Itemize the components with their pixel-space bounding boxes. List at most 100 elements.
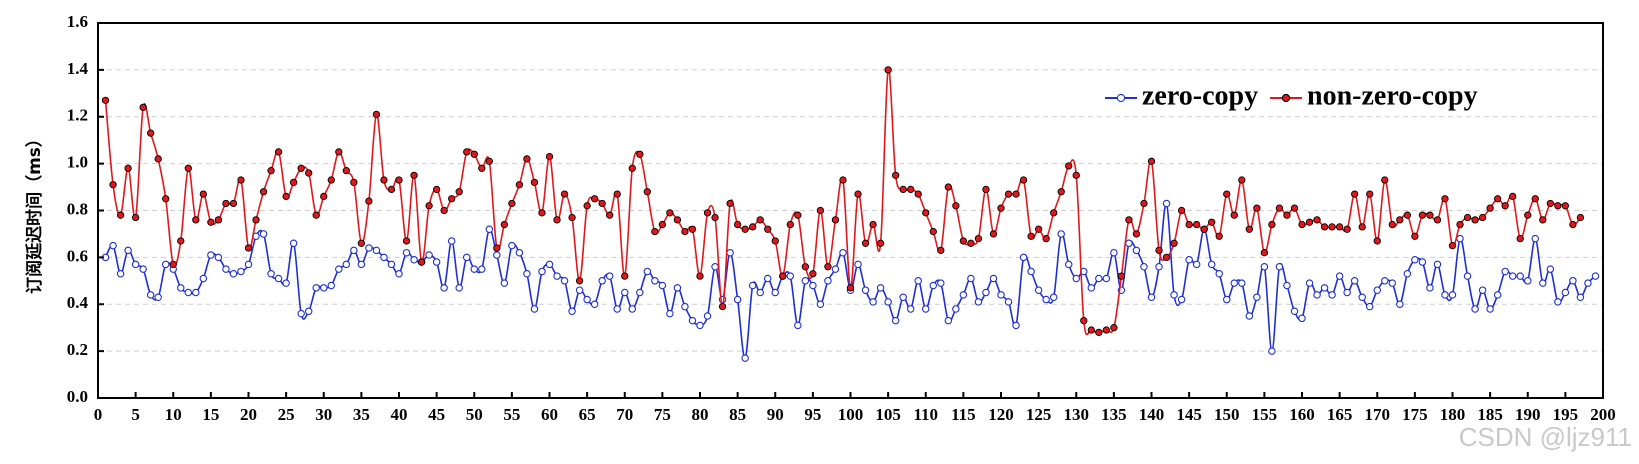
x-tick-label: 75 — [654, 405, 671, 424]
data-point-zero-copy — [312, 284, 320, 292]
data-point-non-zero-copy — [914, 190, 922, 198]
y-tick-label: 0.4 — [67, 293, 89, 312]
x-tick-label: 105 — [875, 405, 901, 424]
data-point-non-zero-copy — [1260, 249, 1269, 257]
data-point-zero-copy — [515, 248, 524, 257]
data-point-zero-copy — [906, 305, 915, 313]
data-point-non-zero-copy — [478, 164, 486, 172]
data-point-non-zero-copy — [696, 272, 704, 280]
data-point-non-zero-copy — [448, 195, 456, 203]
series-non-zero-copy — [101, 66, 1585, 337]
data-point-non-zero-copy — [952, 202, 960, 210]
data-point-non-zero-copy — [139, 103, 147, 112]
data-point-non-zero-copy — [244, 244, 253, 252]
data-point-non-zero-copy — [184, 164, 192, 172]
data-point-non-zero-copy — [297, 164, 305, 172]
data-point-zero-copy — [1268, 347, 1276, 355]
legend-item-non-zero-copy: non-zero-copy — [1270, 80, 1478, 111]
data-point-non-zero-copy — [1065, 162, 1073, 170]
data-point-non-zero-copy — [365, 197, 373, 205]
data-point-non-zero-copy — [259, 188, 268, 196]
data-point-zero-copy — [899, 293, 907, 301]
data-point-non-zero-copy — [666, 209, 674, 217]
data-point-zero-copy — [184, 288, 193, 297]
data-point-zero-copy — [319, 284, 328, 292]
x-tick-label: 100 — [838, 405, 864, 424]
data-point-non-zero-copy — [545, 152, 554, 161]
data-point-non-zero-copy — [1162, 253, 1171, 262]
data-point-non-zero-copy — [1343, 225, 1351, 233]
data-point-non-zero-copy — [1569, 220, 1577, 229]
data-point-non-zero-copy — [681, 227, 689, 236]
data-point-non-zero-copy — [485, 157, 493, 165]
data-point-zero-copy — [959, 291, 968, 299]
data-point-non-zero-copy — [613, 190, 621, 198]
data-point-non-zero-copy — [425, 202, 433, 210]
data-point-zero-copy — [1215, 270, 1223, 278]
data-point-non-zero-copy — [1351, 190, 1359, 198]
data-point-non-zero-copy — [892, 171, 900, 179]
data-point-zero-copy — [636, 288, 644, 297]
y-tick-label: 1.4 — [67, 59, 89, 78]
data-point-non-zero-copy — [967, 239, 975, 247]
data-point-non-zero-copy — [1275, 204, 1284, 212]
data-point-zero-copy — [1185, 255, 1193, 264]
data-point-non-zero-copy — [1215, 232, 1223, 240]
data-point-zero-copy — [327, 281, 336, 290]
data-point-non-zero-copy — [1027, 232, 1035, 240]
data-point-zero-copy — [801, 277, 810, 285]
data-point-non-zero-copy — [1448, 242, 1457, 250]
data-point-non-zero-copy — [718, 302, 727, 311]
data-point-zero-copy — [395, 270, 403, 278]
data-point-non-zero-copy — [959, 237, 968, 245]
data-point-non-zero-copy — [342, 167, 350, 175]
x-tick-label: 30 — [315, 405, 332, 424]
y-tick-label: 1.2 — [67, 106, 88, 125]
data-point-non-zero-copy — [1140, 199, 1148, 208]
data-point-non-zero-copy — [1433, 216, 1442, 224]
data-point-zero-copy — [620, 288, 629, 297]
data-point-non-zero-copy — [1471, 216, 1479, 224]
data-point-zero-copy — [568, 307, 576, 316]
data-point-zero-copy — [1576, 293, 1585, 301]
data-point-non-zero-copy — [1245, 225, 1253, 233]
data-point-non-zero-copy — [1381, 176, 1389, 184]
data-point-non-zero-copy — [207, 218, 215, 226]
data-point-non-zero-copy — [109, 181, 117, 189]
watermark: CSDN @ljz911 — [1459, 422, 1632, 452]
data-point-non-zero-copy — [1223, 190, 1231, 198]
data-point-zero-copy — [440, 284, 448, 292]
data-point-non-zero-copy — [1531, 195, 1539, 203]
data-point-zero-copy — [1170, 291, 1178, 299]
data-point-zero-copy — [952, 305, 960, 313]
data-point-zero-copy — [997, 291, 1005, 299]
data-point-non-zero-copy — [177, 237, 185, 245]
data-point-non-zero-copy — [131, 213, 140, 222]
data-point-zero-copy — [733, 295, 742, 304]
x-tick-label: 85 — [729, 405, 746, 424]
y-tick-label: 0.8 — [67, 199, 88, 218]
data-point-non-zero-copy — [741, 225, 749, 233]
data-point-zero-copy — [455, 284, 463, 292]
data-point-non-zero-copy — [1373, 237, 1381, 245]
data-point-non-zero-copy — [101, 96, 110, 104]
data-point-non-zero-copy — [380, 176, 388, 184]
data-point-non-zero-copy — [1494, 195, 1502, 203]
y-tick-label: 1.6 — [67, 12, 88, 31]
data-point-zero-copy — [1441, 291, 1449, 299]
data-point-zero-copy — [583, 295, 591, 304]
data-point-zero-copy — [109, 241, 117, 250]
data-point-zero-copy — [1155, 262, 1163, 271]
data-point-zero-copy — [387, 260, 396, 269]
data-point-zero-copy — [1365, 302, 1374, 311]
data-point-zero-copy — [891, 316, 900, 325]
data-point-zero-copy — [1072, 274, 1081, 283]
data-point-zero-copy — [222, 265, 230, 273]
data-point-zero-copy — [1343, 288, 1351, 297]
data-point-zero-copy — [161, 260, 170, 269]
data-point-non-zero-copy — [1441, 195, 1449, 203]
data-point-zero-copy — [937, 279, 945, 287]
data-point-non-zero-copy — [1403, 211, 1412, 219]
data-point-non-zero-copy — [846, 284, 855, 292]
